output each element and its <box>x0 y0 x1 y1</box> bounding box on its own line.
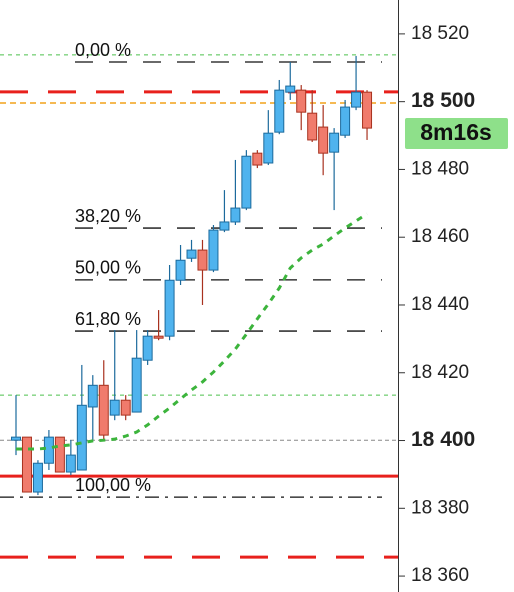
fib-label: 100,00 % <box>75 475 151 495</box>
y-tick-label: 18 420 <box>411 362 469 383</box>
moving-average <box>16 212 368 451</box>
candle-body <box>296 89 307 113</box>
candle-body <box>54 436 65 473</box>
candle-body <box>87 384 98 408</box>
candle-body <box>120 399 131 416</box>
candle-body <box>197 249 208 271</box>
candle-body <box>208 229 219 271</box>
candle-body <box>241 155 252 209</box>
countdown: 8m16s <box>420 119 492 145</box>
fib-label: 0,00 % <box>75 40 131 60</box>
candle-body <box>362 91 373 129</box>
fib-label: 38,20 % <box>75 206 141 226</box>
candle-body <box>164 279 175 337</box>
y-tick-label: 18 460 <box>411 226 469 247</box>
candle-body <box>219 221 230 231</box>
candle-body <box>252 152 263 166</box>
candle-body <box>318 126 329 154</box>
candle-body <box>131 357 142 413</box>
candle-body <box>98 384 109 436</box>
candle-body <box>109 399 120 416</box>
y-tick-label: 18 520 <box>411 23 469 44</box>
candle-body <box>65 454 76 473</box>
candle-body <box>186 249 197 259</box>
y-tick-label: 18 500 <box>411 89 475 112</box>
candle-body <box>153 335 164 339</box>
candle-body <box>274 89 285 133</box>
candle-body <box>142 335 153 361</box>
y-tick-label: 18 480 <box>411 158 469 179</box>
countdown-box <box>405 118 508 150</box>
candle-body <box>32 462 43 493</box>
candle-body <box>329 132 340 153</box>
candle-body <box>340 106 351 136</box>
candle-body <box>263 132 274 164</box>
y-tick-label: 18 360 <box>411 565 469 586</box>
candle-body <box>175 259 186 281</box>
candle-body <box>76 404 87 471</box>
candle-body <box>307 112 318 141</box>
fib-label: 50,00 % <box>75 258 141 278</box>
candle-body <box>285 85 296 93</box>
candle-body <box>11 436 21 441</box>
fib-label: 61,80 % <box>75 309 141 329</box>
candle-body <box>230 207 241 223</box>
y-tick-label: 18 400 <box>411 428 475 451</box>
y-tick-label: 18 440 <box>411 294 469 315</box>
y-tick-label: 18 380 <box>411 497 469 518</box>
candle-body <box>43 436 54 464</box>
candle-body <box>351 91 362 108</box>
candle-body <box>21 436 32 493</box>
